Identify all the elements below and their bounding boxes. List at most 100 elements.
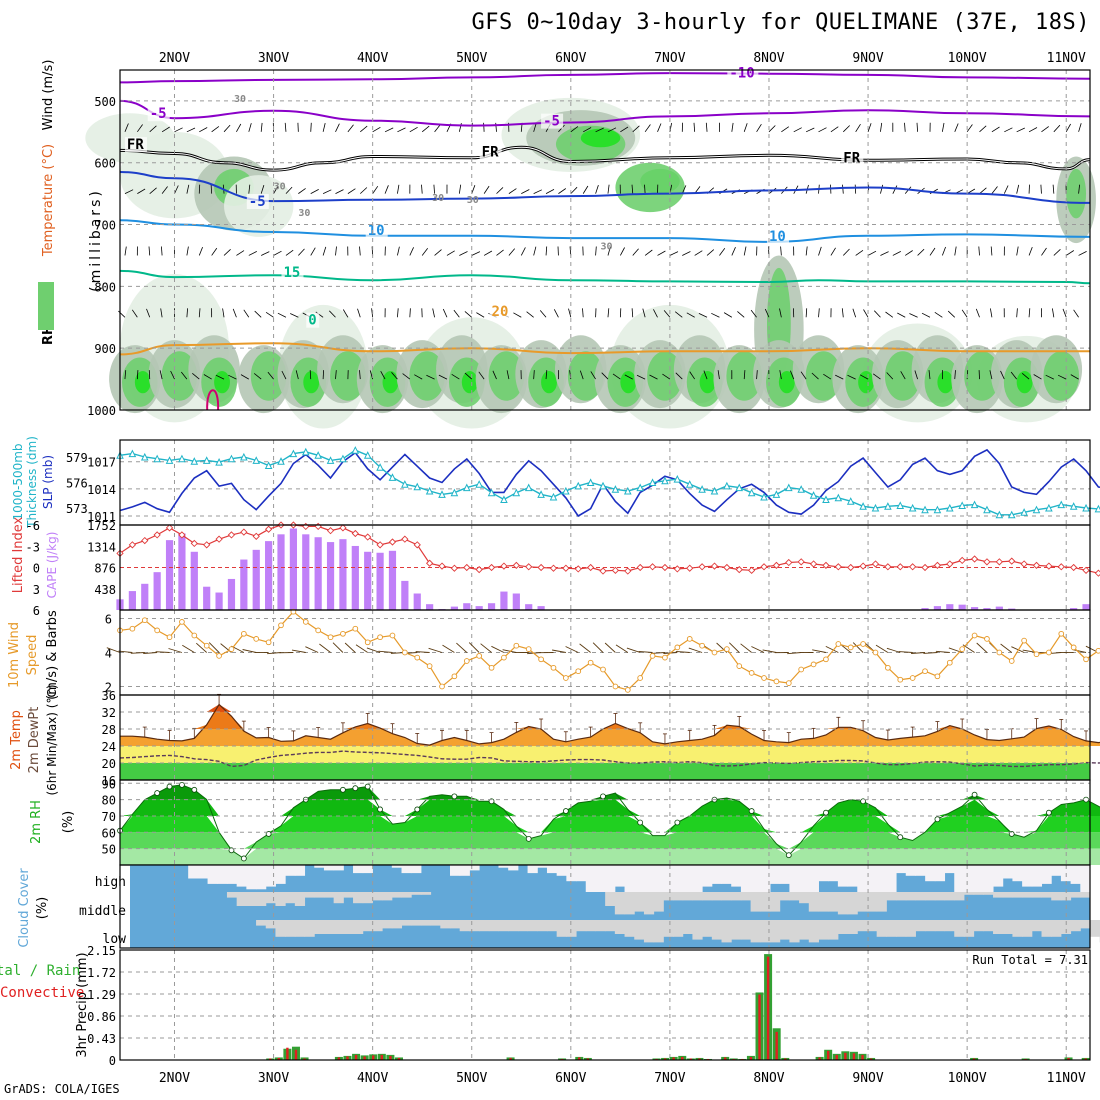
li-ytick--6: -6 xyxy=(26,519,40,533)
thickness-point xyxy=(326,456,335,464)
rh-shade-blob xyxy=(580,128,621,148)
li-point xyxy=(562,564,570,572)
rh-point xyxy=(600,793,606,800)
slp-ytick-1017: 1017 xyxy=(87,456,116,470)
thickness-point xyxy=(289,449,298,458)
cloud-bar-low xyxy=(799,920,810,940)
wind-barb xyxy=(830,247,836,256)
bottom-time-label-2nov: 2NOV xyxy=(159,1071,190,1086)
wind-barb xyxy=(631,184,634,194)
wind-speed-point xyxy=(179,619,185,625)
wind-barb xyxy=(391,372,398,380)
wind-barb xyxy=(941,246,946,256)
wind-barb xyxy=(508,248,516,256)
wind10m-barb xyxy=(976,642,988,653)
cloud-bar-low xyxy=(896,920,907,937)
cape-label-cape: CAPE (J/kg) xyxy=(45,532,59,599)
cloud-bar-middle xyxy=(702,892,713,901)
precip-convective-bar xyxy=(303,1058,306,1060)
contour-label: 30 xyxy=(274,181,286,192)
wind10m-barb xyxy=(1011,646,1025,653)
rh-shade-blob xyxy=(488,351,525,401)
wind-speed-point xyxy=(488,664,495,671)
wind-barb xyxy=(880,122,883,132)
wind-barb xyxy=(954,246,957,256)
wind-speed-point xyxy=(996,649,1003,656)
slp-label-thickness-2: Thickness (dm) xyxy=(25,436,39,529)
wind10m-barb xyxy=(319,643,331,653)
cloud-bar-high xyxy=(498,865,509,868)
thickness-point xyxy=(784,483,793,492)
cloud-bar-high xyxy=(605,865,616,892)
cloud-bar-low xyxy=(653,920,664,943)
li-point xyxy=(487,563,496,572)
wind-speed-point xyxy=(191,632,198,639)
thickness-point xyxy=(128,449,137,458)
precip-ytick-0: 0 xyxy=(109,1054,116,1068)
cloud-bar-high xyxy=(915,865,926,876)
li-point xyxy=(698,563,706,571)
cloud-bar-high xyxy=(294,865,306,876)
rh-legend-swatch xyxy=(38,282,54,330)
contour-label: FR xyxy=(482,145,499,161)
cloud-bar-low xyxy=(721,920,732,943)
wind-barb xyxy=(705,122,708,132)
cape-bar xyxy=(537,606,545,610)
wind-barb xyxy=(223,249,231,256)
cloud-label-1: Cloud Cover xyxy=(17,868,32,948)
cloud-bar-low xyxy=(643,920,655,943)
li-ytick-0: 0 xyxy=(33,562,40,576)
wind-barb xyxy=(793,127,802,133)
cloud-bar-high xyxy=(808,865,819,892)
wind-barb xyxy=(698,313,708,318)
wind10m-barb xyxy=(415,651,430,653)
thickness-point xyxy=(376,463,384,471)
rh-point xyxy=(179,782,185,788)
wind-barb xyxy=(1016,308,1018,318)
wind-barb xyxy=(285,186,293,194)
wind10m-barb xyxy=(118,650,133,653)
cloud-bar-middle xyxy=(323,892,335,898)
cloud-bar-low xyxy=(576,920,587,932)
rh-shade-blob xyxy=(620,371,637,394)
wind-barb xyxy=(421,184,423,194)
cloud-level-low: low xyxy=(103,932,127,947)
precip-convective-bar xyxy=(852,1053,856,1060)
thickness-point xyxy=(487,488,496,497)
contour-label: FR xyxy=(127,137,144,153)
wind-barb xyxy=(579,370,584,380)
precip-convective-bar xyxy=(363,1056,366,1060)
thickness-point xyxy=(178,454,186,463)
cloud-bar-low xyxy=(847,920,858,934)
precip-ytick-1: 0.43 xyxy=(87,1032,116,1046)
slp-ytick-1011: 1011 xyxy=(87,510,116,524)
wind-speed-point xyxy=(823,656,829,663)
cloud-bar-middle xyxy=(1022,892,1033,898)
cape-bar xyxy=(958,604,966,610)
cloud-bar-low xyxy=(498,920,509,932)
wind-barb xyxy=(496,249,504,256)
rh-label-1: 2m RH xyxy=(29,800,44,844)
temp-ytick-16: 16 xyxy=(102,774,116,788)
cloud-frame xyxy=(119,864,1091,949)
temp-area xyxy=(120,704,1100,746)
cloud-bar-low xyxy=(828,920,839,940)
cloud-bar-low xyxy=(411,920,422,926)
wind-ytick-2: 2 xyxy=(105,681,112,695)
wind-barb xyxy=(835,374,844,380)
wind-barb xyxy=(277,312,287,318)
thickness-point xyxy=(809,491,818,499)
wind-speed-point xyxy=(129,625,136,632)
wind-barb xyxy=(779,308,782,318)
wind10m-barb xyxy=(242,649,257,653)
cloud-bar-high xyxy=(682,865,693,892)
chart-title: GFS 0~10day 3-hourly for QUELIMANE (37E,… xyxy=(471,10,1090,35)
thickness-point xyxy=(351,446,360,454)
wind-barb xyxy=(483,185,490,194)
wind10m-barb xyxy=(332,642,344,653)
thickness-point xyxy=(772,490,781,498)
wind-speed-point xyxy=(761,675,767,681)
cape-bar xyxy=(128,591,136,610)
precip-label: 3hr Precip (mm) xyxy=(75,952,90,1057)
